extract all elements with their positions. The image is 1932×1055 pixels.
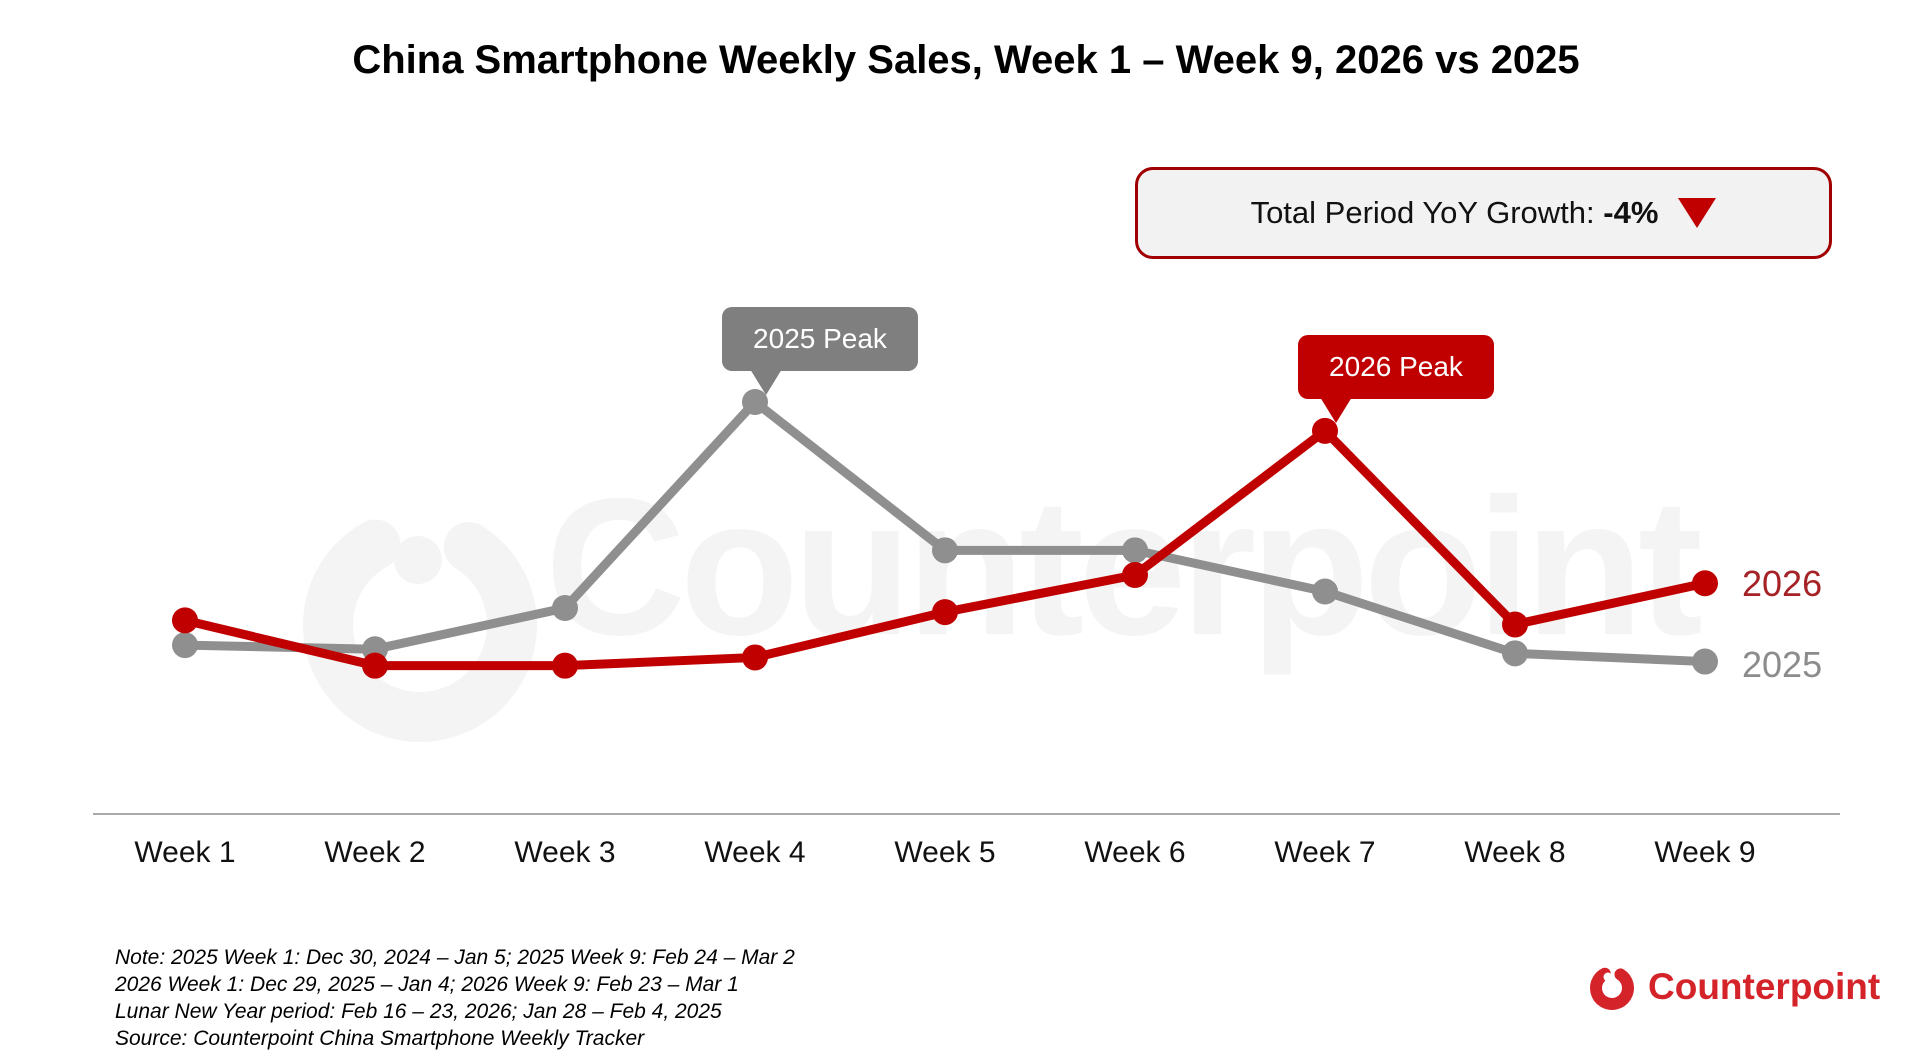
footnote-line: 2026 Week 1: Dec 29, 2025 – Jan 4; 2026 … [115, 973, 739, 996]
data-point-2025-week5 [932, 537, 958, 564]
x-axis-label-week2: Week 2 [324, 836, 426, 869]
chart-title: China Smartphone Weekly Sales, Week 1 – … [352, 38, 1580, 82]
data-point-2026-week7 [1312, 417, 1338, 444]
callout-tail-icon [1320, 397, 1352, 423]
x-axis-label-week6: Week 6 [1084, 836, 1186, 869]
callout-2025-peak-text: 2025 Peak [753, 323, 887, 354]
triangle-down-icon [1678, 198, 1717, 228]
data-point-2025-week6 [1122, 537, 1148, 564]
data-point-2025-week8 [1502, 640, 1528, 667]
x-axis-label-week9: Week 9 [1654, 836, 1756, 869]
callout-2026-peak-text: 2026 Peak [1329, 351, 1463, 382]
data-point-2025-week3 [552, 595, 578, 621]
x-axis-line [93, 813, 1840, 815]
callout-2025-peak: 2025 Peak [722, 307, 918, 395]
callout-2026-peak: 2026 Peak [1298, 335, 1494, 423]
yoy-growth-label: Total Period YoY Growth: [1250, 195, 1595, 230]
data-point-2026-week8 [1502, 611, 1528, 638]
data-point-2026-week4 [742, 644, 768, 671]
x-axis-label-week8: Week 8 [1464, 836, 1566, 869]
data-point-2025-week7 [1312, 578, 1338, 605]
x-axis-label-week4: Week 4 [704, 836, 806, 869]
counterpoint-logo-text: Counterpoint [1648, 966, 1881, 1007]
series-label-2026: 2026 [1742, 563, 1823, 604]
data-point-2026-week1 [172, 607, 198, 634]
watermark-text: Counterpoint [545, 458, 1703, 676]
data-point-2026-week5 [932, 599, 958, 626]
data-point-2026-week2 [362, 652, 388, 679]
footnote-line: Lunar New Year period: Feb 16 – 23, 2026… [115, 1000, 722, 1023]
yoy-growth-value: -4% [1603, 195, 1659, 230]
yoy-growth-text: Total Period YoY Growth: -4% [1251, 195, 1659, 231]
x-axis-label-week7: Week 7 [1274, 836, 1376, 869]
data-point-2025-week4 [742, 389, 768, 415]
x-axis-label-week5: Week 5 [894, 836, 996, 869]
data-point-2026-week6 [1122, 562, 1148, 589]
footnote-line: Note: 2025 Week 1: Dec 30, 2024 – Jan 5;… [115, 946, 795, 969]
x-axis-label-week1: Week 1 [134, 836, 236, 869]
counterpoint-logo: Counterpoint [1586, 960, 1880, 1014]
series-label-2025: 2025 [1742, 644, 1823, 685]
footnotes: Note: 2025 Week 1: Dec 30, 2024 – Jan 5;… [115, 944, 795, 1052]
data-point-2025-week9 [1692, 648, 1718, 675]
data-point-2026-week3 [552, 652, 578, 679]
callout-tail-icon [750, 369, 782, 395]
data-point-2026-week9 [1692, 570, 1718, 597]
data-point-2025-week1 [172, 632, 198, 659]
footnote-line: Source: Counterpoint China Smartphone We… [115, 1027, 645, 1050]
yoy-growth-box: Total Period YoY Growth: -4% [1135, 167, 1832, 259]
x-axis-label-week3: Week 3 [514, 836, 616, 869]
counterpoint-logo-icon [1590, 966, 1634, 1010]
